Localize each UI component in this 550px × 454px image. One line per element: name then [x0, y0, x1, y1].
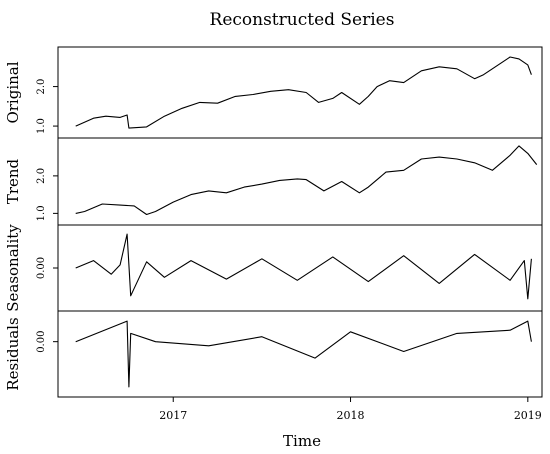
- trend-y-tick-label: 2.0: [36, 168, 47, 184]
- seasonality-y-tick-label: 0.00: [36, 257, 47, 279]
- trend-panel-frame: [57, 137, 543, 226]
- residuals-series-line: [75, 320, 532, 388]
- original-series-line: [75, 56, 532, 129]
- panels-group: 1.0 2.0 Original 1.0 2.0 Trend 0.00 Seasonality…: [4, 46, 543, 398]
- seasonality-panel-frame: [57, 224, 543, 312]
- trend-y-axis-label: Trend: [4, 158, 22, 204]
- residuals-y-tick-label: 0.00: [36, 331, 47, 353]
- x-axis-label: Time: [283, 432, 321, 450]
- residuals-panel: 0.00 Residuals: [4, 310, 543, 398]
- x-tick-label: 2017: [159, 409, 187, 422]
- trend-series-line: [75, 145, 538, 216]
- original-panel-frame: [57, 46, 543, 139]
- chart-title: Reconstructed Series: [210, 10, 395, 30]
- x-tick-label: 2018: [337, 409, 365, 422]
- x-tick-label: 2019: [514, 409, 542, 422]
- seasonality-y-axis-label: Seasonality: [4, 224, 22, 312]
- residuals-y-axis-label: Residuals: [4, 317, 22, 390]
- original-y-tick-label: 1.0: [36, 118, 47, 134]
- x-axis: 2017 2018 2019: [159, 397, 542, 422]
- seasonality-panel: 0.00 Seasonality: [4, 224, 543, 312]
- trend-panel: 1.0 2.0 Trend: [4, 137, 543, 226]
- original-y-axis-label: Original: [4, 61, 22, 123]
- residuals-panel-frame: [57, 310, 543, 398]
- original-panel: 1.0 2.0 Original: [4, 46, 543, 139]
- original-y-tick-label: 2.0: [36, 79, 47, 95]
- seasonality-series-line: [75, 233, 532, 300]
- trend-y-tick-label: 1.0: [36, 205, 47, 221]
